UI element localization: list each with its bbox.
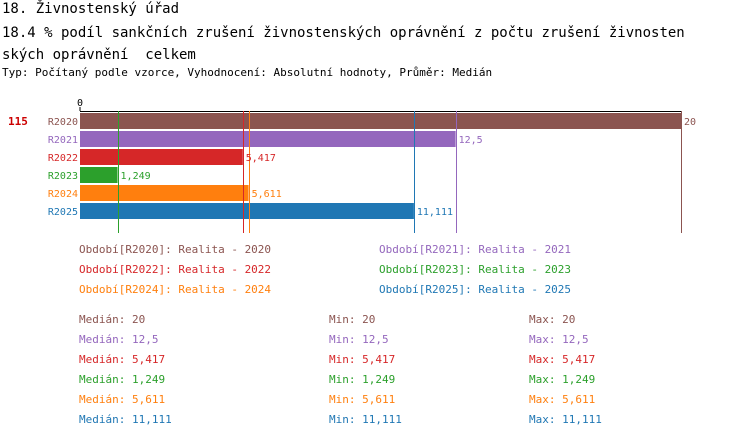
legend-item: Období[R2025]: Realita - 2025 xyxy=(379,283,572,296)
stat-max: Max: 5,417 xyxy=(529,353,596,366)
stat-min: Min: 1,249 xyxy=(329,373,396,386)
chart-subtitle-line-1: 18.4 % podíl sankčních zrušení živnosten… xyxy=(2,25,685,41)
row-marker: 115 xyxy=(8,115,28,128)
stat-median: Medián: 20 xyxy=(79,313,146,326)
legend-item: Období[R2023]: Realita - 2023 xyxy=(379,263,572,276)
category-label: R2024 xyxy=(48,189,78,200)
value-label: 12,5 xyxy=(459,135,483,146)
category-label: R2025 xyxy=(48,207,78,218)
stat-min: Min: 12,5 xyxy=(329,333,389,346)
value-label: 20 xyxy=(684,117,696,128)
stat-min: Min: 11,111 xyxy=(329,413,402,426)
stat-max: Max: 1,249 xyxy=(529,373,596,386)
stat-median: Medián: 5,417 xyxy=(79,353,166,366)
bar-chart: 0 R2020 20 R2021 12,5 R2022 5,417 R2023 1,249 R20… xyxy=(8,98,696,233)
chart-meta: Typ: Počítaný podle vzorce, Vyhodnocení:… xyxy=(2,66,493,79)
value-label: 5,611 xyxy=(252,189,282,200)
stat-min: Min: 5,417 xyxy=(329,353,396,366)
stat-median: Medián: 5,611 xyxy=(79,393,166,406)
chart-subtitle: 18.4 % podíl sankčních zrušení živnosten… xyxy=(2,22,685,66)
category-label: R2021 xyxy=(48,135,78,146)
legend-item: Období[R2020]: Realita - 2020 xyxy=(79,243,272,256)
stat-min: Min: 5,611 xyxy=(329,393,396,406)
bar-R2023 xyxy=(80,167,118,183)
stat-max: Max: 20 xyxy=(529,313,576,326)
stat-median: Medián: 12,5 xyxy=(79,333,159,346)
bar-R2022 xyxy=(80,149,243,165)
legend-item: Období[R2024]: Realita - 2024 xyxy=(79,283,272,296)
stat-max: Max: 5,611 xyxy=(529,393,596,406)
bar-R2021 xyxy=(80,131,456,147)
legend-item: Období[R2022]: Realita - 2022 xyxy=(79,263,272,276)
value-label: 1,249 xyxy=(121,171,151,182)
category-label: R2022 xyxy=(48,153,78,164)
stat-max: Max: 11,111 xyxy=(529,413,602,426)
category-label: R2020 xyxy=(48,117,78,128)
stat-median: Medián: 11,111 xyxy=(79,413,172,426)
bar-R2025 xyxy=(80,203,414,219)
x-axis-zero-label: 0 xyxy=(77,98,83,109)
category-label: R2023 xyxy=(48,171,78,182)
bar-R2020 xyxy=(80,113,681,129)
stat-max: Max: 12,5 xyxy=(529,333,589,346)
bar-R2024 xyxy=(80,185,249,201)
value-label: 11,111 xyxy=(417,207,453,218)
stat-median: Medián: 1,249 xyxy=(79,373,166,386)
stat-min: Min: 20 xyxy=(329,313,376,326)
chart-subtitle-line-2: ských oprávnění celkem xyxy=(2,47,196,63)
page-title: 18. Živnostenský úřad xyxy=(2,1,180,17)
legend-item: Období[R2021]: Realita - 2021 xyxy=(379,243,572,256)
value-label: 5,417 xyxy=(246,153,276,164)
